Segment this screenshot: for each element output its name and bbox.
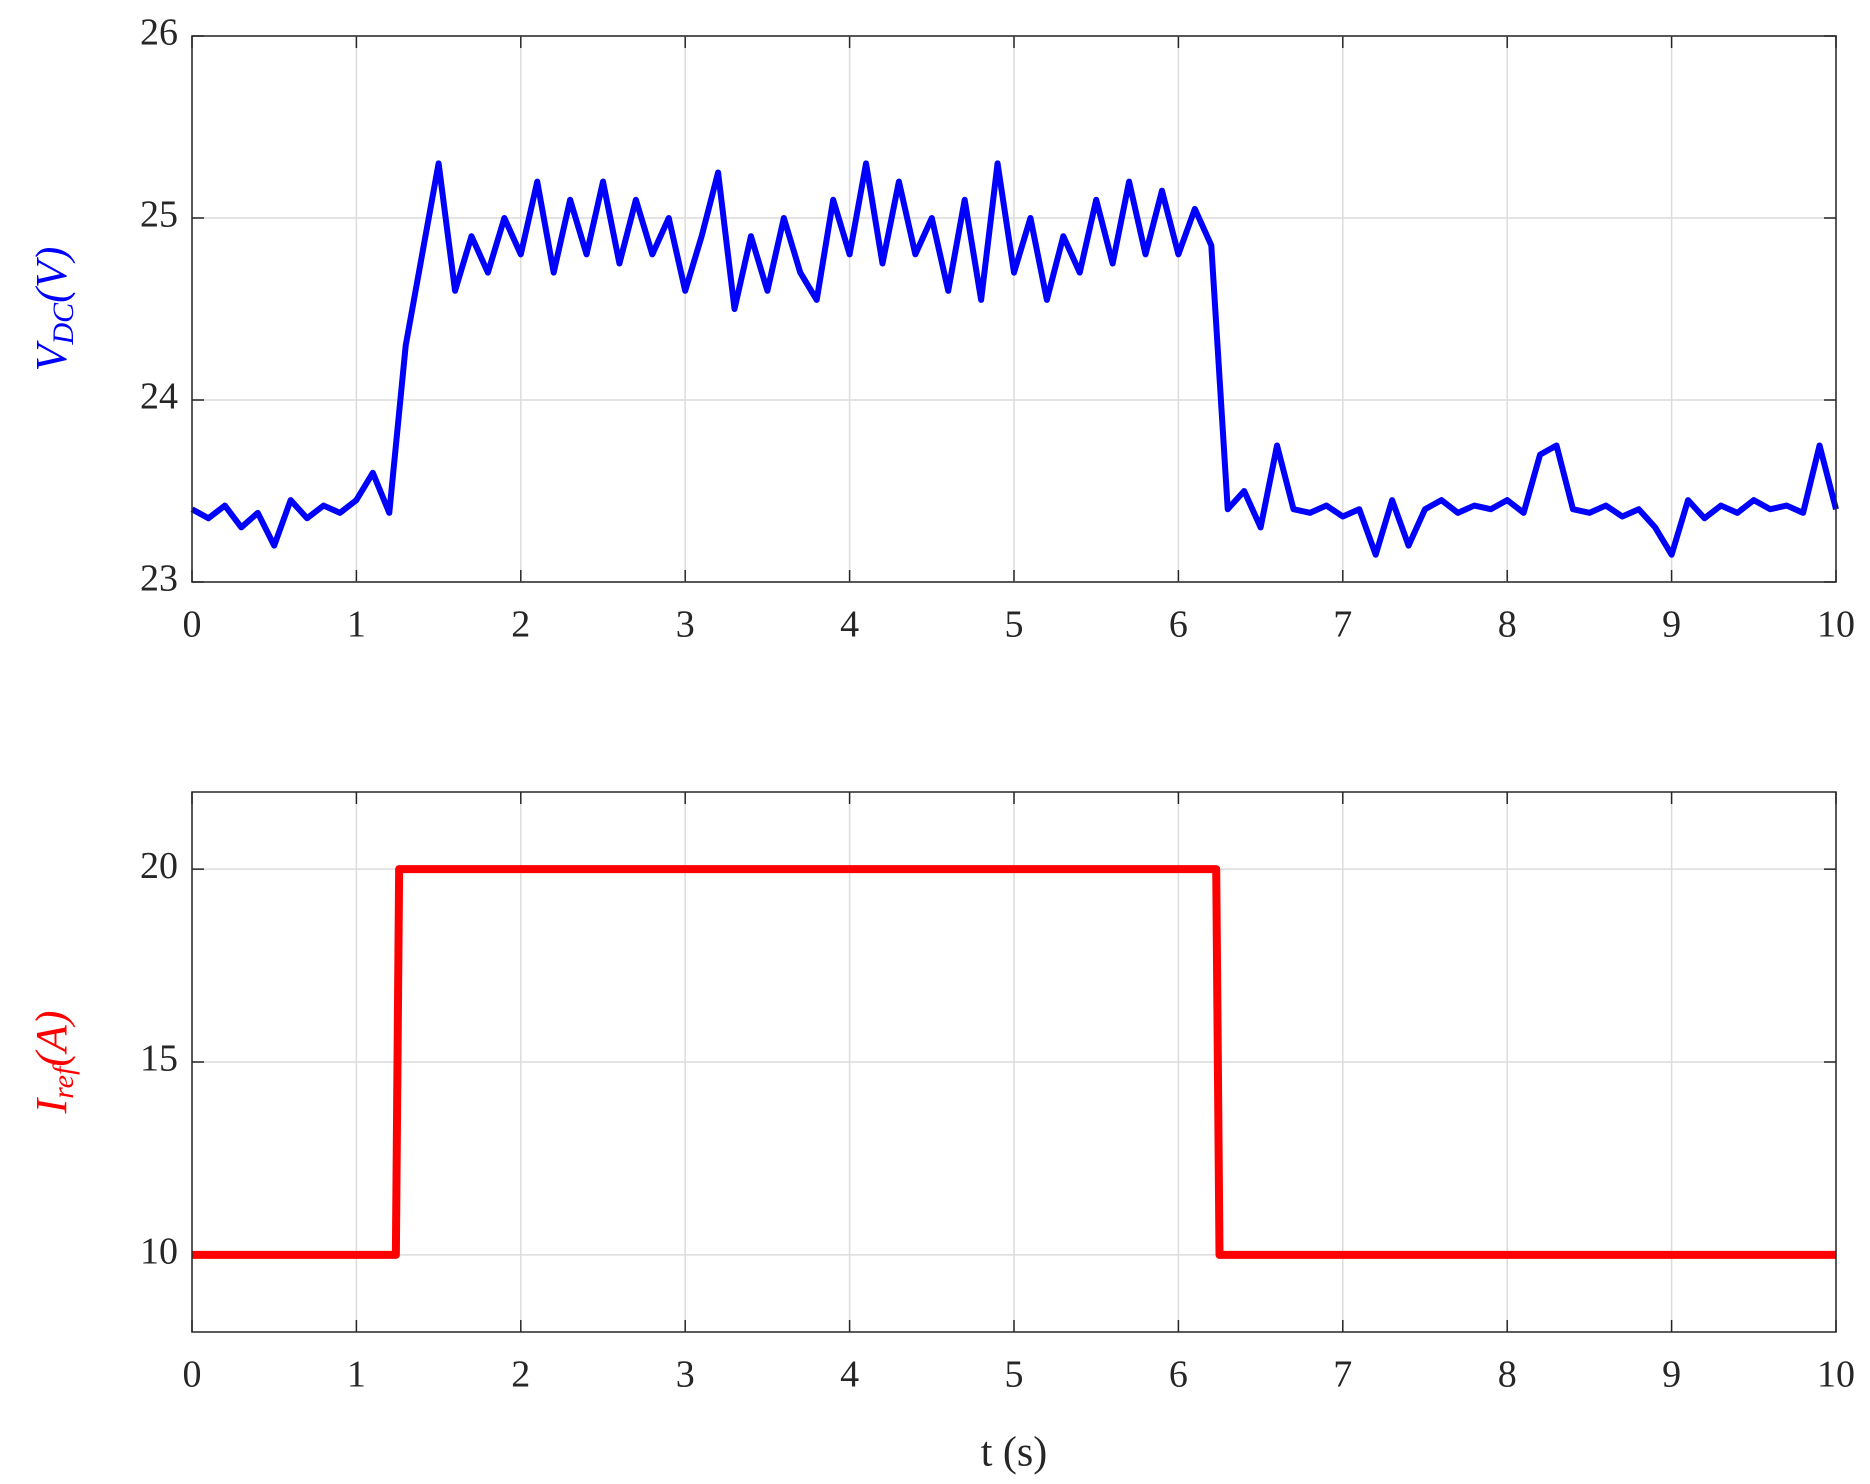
x-tick-label: 10 [1817,1354,1855,1396]
x-tick-label: 1 [347,1354,366,1396]
x-tick-label: 0 [183,604,202,646]
x-tick-label: 9 [1662,604,1681,646]
y-tick-label: 26 [140,12,178,54]
x-tick-label: 6 [1169,604,1188,646]
x-tick-label: 10 [1817,604,1855,646]
y-tick-label: 15 [140,1038,178,1080]
y-label-rest: (A) [27,1010,76,1066]
plot-frame [191,35,1837,583]
x-tick-label: 3 [676,1354,695,1396]
y-label-main: V [27,339,76,371]
x-tick-label: 7 [1333,1354,1352,1396]
y-axis-label: VDC(V) [27,247,80,372]
y-tick-label: 23 [140,558,178,600]
x-tick-label: 9 [1662,1354,1681,1396]
y-label-main: I [27,1097,76,1115]
y-label-rest: (V) [27,247,76,303]
data-line [192,865,1836,1259]
x-tick-label: 3 [676,604,695,646]
x-tick-label: 4 [840,604,859,646]
y-tick-label: 10 [140,1231,178,1273]
data-line [190,160,1839,558]
y-tick-label: 20 [140,845,178,887]
y-label-sub: ref [47,1063,80,1099]
y-tick-label: 25 [140,194,178,236]
y-tick-label: 24 [140,376,178,418]
x-tick-label: 5 [1005,1354,1024,1396]
x-tick-label: 2 [511,604,530,646]
x-tick-label: 7 [1333,604,1352,646]
x-tick-label: 0 [183,1354,202,1396]
x-tick-label: 5 [1005,604,1024,646]
x-tick-label: 8 [1498,604,1517,646]
x-tick-label: 6 [1169,1354,1188,1396]
x-tick-label: 2 [511,1354,530,1396]
x-tick-label: 8 [1498,1354,1517,1396]
x-tick-label: 4 [840,1354,859,1396]
y-axis-label: Iref(A) [27,1010,80,1114]
y-label-sub: DC [47,302,80,346]
x-tick-label: 1 [347,604,366,646]
plot-frame [191,791,1837,1333]
x-axis-label: t (s) [981,1430,1048,1476]
